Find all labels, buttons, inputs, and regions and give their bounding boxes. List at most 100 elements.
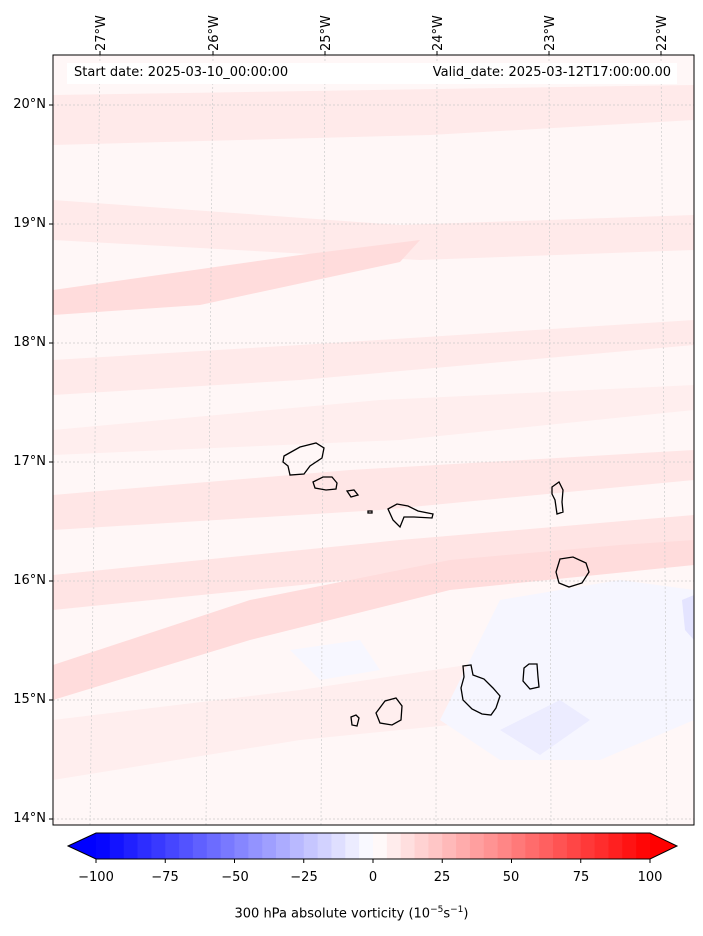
start-date-text: Start date: 2025-03-10_00:00:00 (74, 65, 289, 80)
colorbar-segment (192, 833, 208, 859)
colorbar-segment (400, 833, 416, 859)
colorbar-segment (386, 833, 402, 859)
colorbar-segment (234, 833, 249, 859)
colorbar-segment (636, 833, 651, 859)
colorbar-segment (622, 833, 637, 859)
vorticity-band (53, 515, 694, 610)
vorticity-band (53, 540, 694, 700)
colorbar-segment (580, 833, 596, 859)
lon-label: 25°W (319, 15, 334, 51)
graticule (53, 55, 694, 825)
colorbar-tick-label: 100 (637, 870, 663, 885)
island-sao-nicolau (387, 503, 434, 529)
island-santiago (460, 664, 501, 716)
colorbar-segment (511, 833, 526, 859)
lon-label: 26°W (207, 15, 222, 51)
colorbar-segment (96, 833, 111, 859)
island-branco (367, 510, 373, 514)
colorbar-segment (566, 833, 582, 859)
colorbar-label-exp1: −5 (430, 905, 444, 915)
vorticity-negative (440, 580, 694, 760)
island-santa-luzia (345, 489, 360, 498)
date-banner: Start date: 2025-03-10_00:00:00 Valid_da… (67, 63, 677, 84)
colorbar-tick-label: −50 (221, 870, 249, 885)
colorbar-segment (220, 833, 235, 859)
colorbar-label-unit: s (443, 906, 451, 922)
colorbar-tick-label: −75 (151, 870, 179, 885)
colorbar-segment (414, 833, 429, 859)
island-fogo (375, 697, 403, 726)
vorticity-band (53, 450, 694, 530)
island-boa-vista (555, 556, 590, 588)
colorbar-segment (248, 833, 263, 859)
colorbar-segment (373, 833, 388, 859)
lon-label: 22°W (655, 15, 670, 51)
graticule-line (205, 55, 214, 825)
colorbar-tick-label: 25 (433, 870, 451, 885)
colorbar-segment (137, 833, 152, 859)
colorbar-segment (317, 833, 332, 859)
lat-label: 14°N (13, 811, 46, 826)
colorbar-label-text: 300 hPa absolute vorticity (10 (234, 906, 431, 922)
vorticity-band (53, 320, 694, 395)
vorticity-negative (290, 640, 380, 680)
colorbar-segment (497, 833, 512, 859)
graticule-line (548, 55, 552, 825)
map-frame (52, 54, 695, 826)
lat-label: 15°N (13, 692, 46, 707)
vorticity-band (53, 385, 694, 455)
colorbar-segment (469, 833, 485, 859)
colorbar-label-end: ) (463, 906, 469, 922)
graticule-line (89, 55, 101, 825)
colorbar-tick-label: −25 (290, 870, 318, 885)
colorbar-label-exp2: −1 (450, 905, 464, 915)
colorbar-segment (345, 833, 360, 859)
island-maio (522, 663, 540, 690)
graticule-line (435, 55, 438, 825)
colorbar-segment (525, 833, 540, 859)
island-sao-vicente (312, 476, 338, 491)
colorbar-segment (331, 833, 346, 859)
colorbar-segment (165, 833, 180, 859)
lat-label: 17°N (13, 454, 46, 469)
colorbar-tick-label: 0 (368, 870, 378, 885)
colorbar-segment (303, 833, 319, 859)
colorbar-segment (539, 833, 554, 859)
colorbar-segment (206, 833, 222, 859)
colorbar-segment (276, 833, 291, 859)
vorticity-field (53, 55, 694, 825)
colorbar-tick-label: 50 (502, 870, 520, 885)
colorbar-extend-max (650, 833, 677, 859)
islands (282, 442, 590, 727)
island-brava (350, 714, 360, 727)
vorticity-band (53, 240, 420, 315)
colorbar-segment (553, 833, 568, 859)
colorbar-segment (483, 833, 499, 859)
lat-label: 20°N (13, 97, 46, 112)
colorbar-segment (151, 833, 166, 859)
colorbar-extend-min (68, 833, 96, 859)
axis-ticks (49, 51, 662, 820)
colorbar-segment (428, 833, 443, 859)
colorbar-segment (359, 833, 374, 859)
vorticity-negative (500, 700, 590, 755)
lon-label: 23°W (543, 15, 558, 51)
colorbar-tick-label: 75 (572, 870, 590, 885)
colorbar (66, 832, 679, 863)
lat-label: 16°N (13, 573, 46, 588)
colorbar-segment (262, 833, 277, 859)
lat-label: 19°N (13, 216, 46, 231)
colorbar-segment (123, 833, 139, 859)
colorbar-segment (179, 833, 194, 859)
colorbar-segment (456, 833, 471, 859)
colorbar-label: 300 hPa absolute vorticity (10−5s−1) (0, 905, 703, 921)
graticule-line (320, 55, 326, 825)
colorbar-segment (442, 833, 457, 859)
vorticity-negative (682, 595, 694, 640)
colorbar-segment (109, 833, 125, 859)
lon-label: 27°W (94, 15, 109, 51)
colorbar-segment (289, 833, 305, 859)
island-sal (551, 481, 564, 515)
colorbar-segment (594, 833, 609, 859)
